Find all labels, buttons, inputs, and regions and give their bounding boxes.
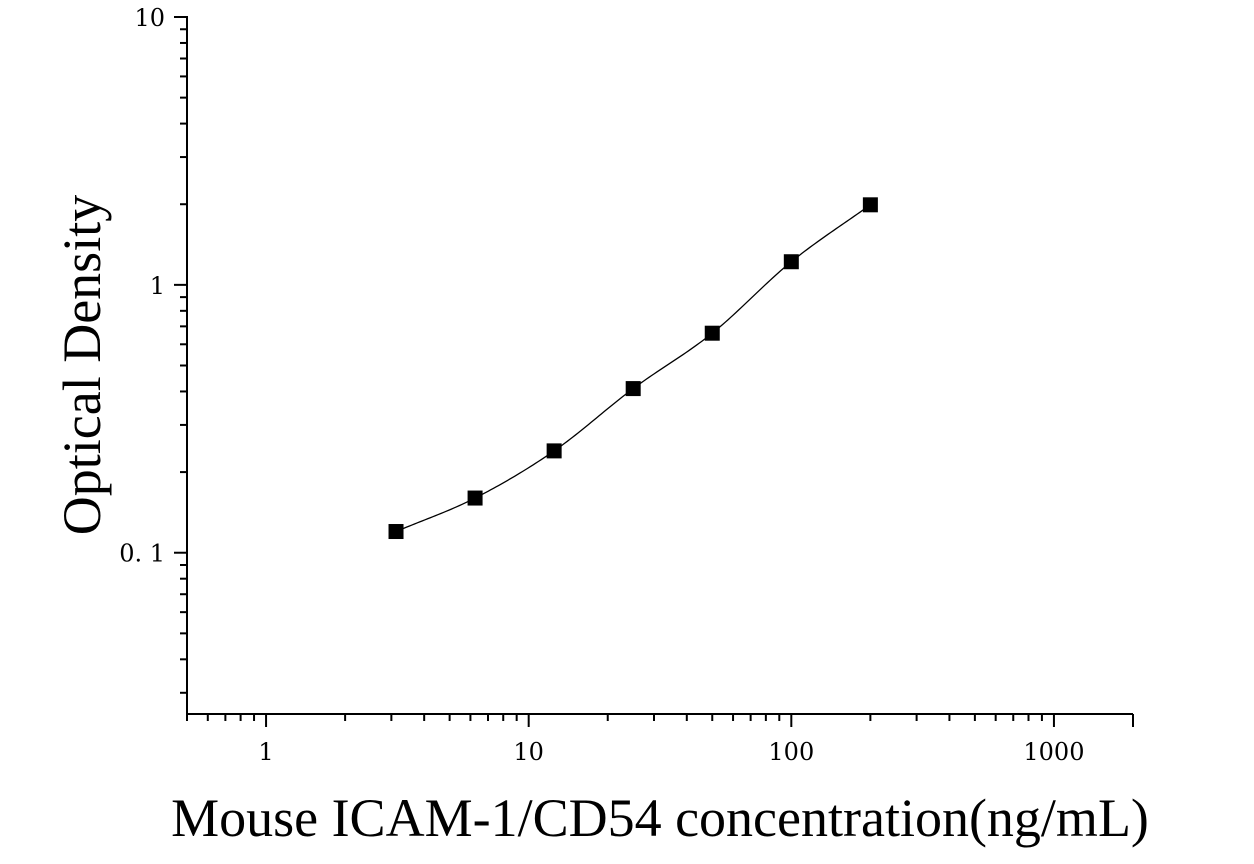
data-point: [704, 325, 720, 341]
x-tick-label: 1: [258, 738, 273, 766]
data-point: [625, 381, 641, 397]
data-point: [388, 524, 404, 540]
x-tick-label: 100: [768, 738, 814, 766]
y-tick-label: 0. 1: [119, 540, 165, 568]
fit-curve-layer: [395, 204, 871, 533]
x-tick-label: 10: [513, 738, 544, 766]
fit-curve: [395, 204, 871, 533]
data-point: [467, 490, 483, 506]
y-tick-labels: 0. 1 1 10: [119, 4, 165, 568]
y-axis-label: Optical Density: [52, 195, 112, 535]
x-tick-label: 1000: [1023, 738, 1084, 766]
data-point: [862, 197, 878, 213]
y-tick-label: 10: [134, 4, 165, 32]
data-point: [546, 443, 562, 459]
axes: [174, 16, 1134, 727]
x-tick-labels: 1 10 100 1000: [258, 738, 1084, 766]
data-point: [783, 254, 799, 270]
x-axis-label: Mouse ICAM-1/CD54 concentration(ng/mL): [171, 788, 1149, 848]
y-tick-label: 1: [150, 272, 165, 300]
data-points-layer: [388, 197, 878, 540]
